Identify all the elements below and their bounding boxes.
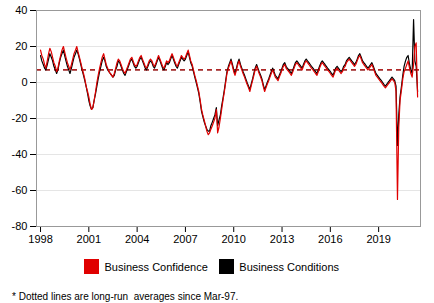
svg-text:2016: 2016 bbox=[318, 233, 342, 245]
svg-text:1998: 1998 bbox=[28, 233, 52, 245]
svg-text:-40: -40 bbox=[12, 148, 28, 160]
svg-text:0: 0 bbox=[21, 76, 27, 88]
svg-text:2019: 2019 bbox=[366, 233, 390, 245]
html-text:Business Conditions: Business Conditions bbox=[239, 260, 339, 273]
svg-text:2010: 2010 bbox=[221, 233, 245, 245]
svg-text:40: 40 bbox=[15, 4, 27, 16]
html-text:Business Confidence: Business Confidence bbox=[104, 260, 208, 273]
svg-text:20: 20 bbox=[15, 40, 27, 52]
html-text:* Dotted lines are long-run av: * Dotted lines are long-run averages sin… bbox=[12, 290, 239, 302]
svg-text:2007: 2007 bbox=[173, 233, 197, 245]
svg-text:2001: 2001 bbox=[77, 233, 101, 245]
svg-text:-60: -60 bbox=[12, 184, 28, 196]
svg-text:-80: -80 bbox=[12, 220, 28, 232]
svg-text:2004: 2004 bbox=[125, 233, 149, 245]
svg-text:-20: -20 bbox=[12, 112, 28, 124]
svg-text:2013: 2013 bbox=[270, 233, 294, 245]
